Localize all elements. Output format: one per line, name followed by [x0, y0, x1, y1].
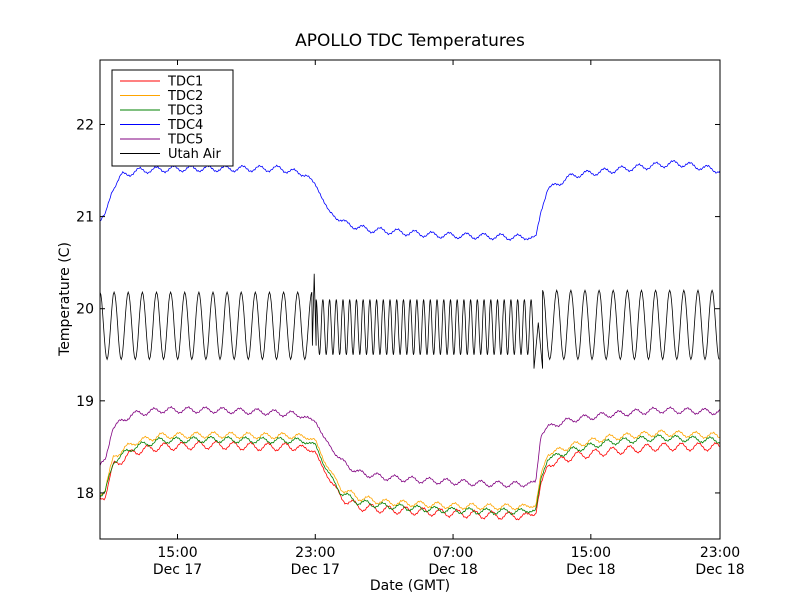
x-tick-label-time: 15:00: [157, 545, 197, 561]
series-line-tdc5: [100, 405, 720, 489]
x-axis-label: Date (GMT): [370, 578, 450, 594]
x-tick-label-time: 23:00: [700, 545, 740, 561]
x-tick-label-time: 07:00: [433, 545, 473, 561]
x-tick-label-date: Dec 18: [566, 562, 615, 578]
y-tick-label: 21: [76, 210, 94, 226]
x-tick-label-date: Dec 17: [291, 562, 340, 578]
series-line-tdc2: [100, 429, 720, 511]
legend-label: TDC5: [167, 133, 203, 148]
legend-label: TDC4: [167, 118, 203, 133]
x-tick-label-date: Dec 17: [153, 562, 202, 578]
x-tick-label-time: 15:00: [571, 545, 611, 561]
chart-title: APOLLO TDC Temperatures: [295, 31, 525, 51]
y-tick-label: 22: [76, 117, 94, 133]
legend-label: TDC1: [167, 75, 203, 90]
y-axis: 18 19 20 21 22: [76, 117, 720, 502]
legend-label: TDC2: [167, 89, 203, 104]
y-axis-label: Temperature (C): [57, 242, 73, 357]
series-line-utah-air: [100, 273, 720, 369]
y-tick-label: 19: [76, 394, 94, 410]
legend-label: Utah Air: [168, 147, 221, 162]
y-tick-label: 18: [76, 486, 94, 502]
series-line-tdc4: [100, 160, 720, 242]
x-tick-label-date: Dec 18: [695, 562, 744, 578]
legend-label: TDC3: [167, 104, 203, 119]
series-line-tdc1: [100, 440, 720, 521]
legend-box: [111, 69, 234, 167]
y-tick-label: 20: [76, 302, 94, 318]
axes-frame: [99, 59, 721, 540]
x-tick-label-date: Dec 18: [428, 562, 477, 578]
x-tick-label-time: 23:00: [295, 545, 335, 561]
series-line-tdc3: [100, 433, 720, 516]
plot-area: [100, 160, 720, 521]
